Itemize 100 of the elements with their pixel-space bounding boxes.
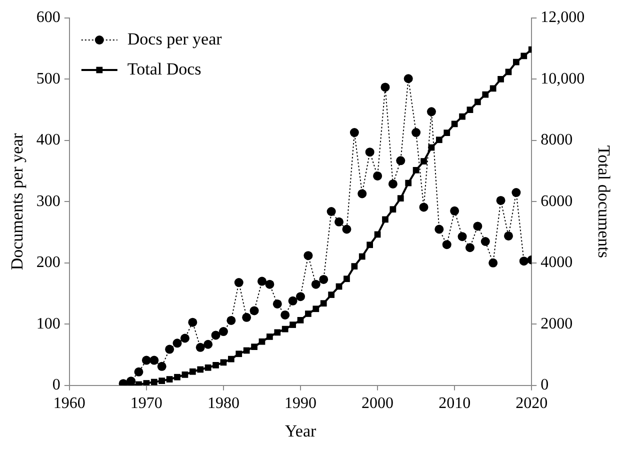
point [311,280,320,289]
point [436,136,442,144]
point [304,251,313,260]
x-tick-label: 2010 [438,395,471,412]
point [513,58,520,66]
point [218,327,228,336]
x-tick-label: 2000 [362,395,394,412]
point [444,130,450,136]
point [419,202,428,212]
point [498,76,504,82]
point [243,347,250,354]
point [142,356,151,365]
point [358,189,367,198]
point [236,350,242,358]
y-tick-label: 600 [36,9,60,26]
point [474,98,481,106]
point [380,82,390,92]
point [405,180,412,186]
point [157,362,166,371]
point [358,253,366,260]
legend-label: Total Docs [127,59,202,78]
point [126,376,136,386]
point [334,217,344,226]
y2-tick-label: 6000 [540,192,573,210]
point [473,222,482,231]
point [288,296,298,306]
point [459,113,466,120]
point [496,196,506,205]
point [482,91,489,98]
point [426,107,436,116]
y-tick-label: 0 [52,376,60,394]
y2-axis-title: Total documents [594,145,614,258]
point [158,378,166,384]
point [319,274,328,284]
point [420,158,427,164]
point [344,276,350,282]
x-tick-label: 1960 [53,395,86,412]
point [250,306,259,316]
point [172,338,182,348]
y-axis-title: Documents per year [8,132,27,270]
point [180,334,190,343]
y2-tick-label: 2000 [540,315,573,332]
point [212,362,219,368]
point [342,224,352,234]
point [204,340,213,349]
point [320,300,327,307]
point [305,310,312,317]
point [388,179,398,188]
point [189,368,196,375]
point [480,237,490,246]
point [182,372,188,378]
point [265,280,274,289]
point [350,128,359,138]
point [488,258,498,268]
y-tick-label: 400 [36,132,60,149]
point [366,242,374,248]
x-tick-label: 1980 [207,395,240,412]
point [257,276,266,286]
point [166,376,173,382]
point [150,356,159,365]
point [396,156,406,166]
point [373,171,382,180]
point [505,68,512,76]
point [165,344,174,354]
y2-tick-label: 0 [540,376,549,394]
y-tick-label: 100 [36,315,60,332]
point [197,366,204,373]
point [297,317,304,324]
point [266,334,273,340]
point [412,166,420,174]
point [242,312,252,322]
point [282,326,288,332]
y-tick-label: 300 [36,192,60,210]
y2-tick-label: 4000 [540,254,573,272]
point [272,299,282,308]
point [251,344,258,350]
point [466,106,474,114]
legend-label: Docs per year [127,29,222,48]
point [390,206,396,213]
point [296,292,305,302]
point [351,263,358,270]
point [328,292,334,298]
point [490,85,496,92]
point [412,128,421,138]
point [365,148,374,157]
point [312,306,320,312]
point [458,232,467,242]
point [465,243,474,252]
point [228,356,234,362]
point [504,231,513,240]
point [382,216,388,223]
point [258,338,266,345]
y2-tick-label: 10,000 [540,70,585,88]
point [150,378,158,386]
point [520,52,528,60]
point [226,316,236,325]
y2-tick-label: 12,000 [540,9,585,26]
point [397,195,404,202]
y2-tick-label: 8000 [540,132,573,149]
point [450,206,460,216]
